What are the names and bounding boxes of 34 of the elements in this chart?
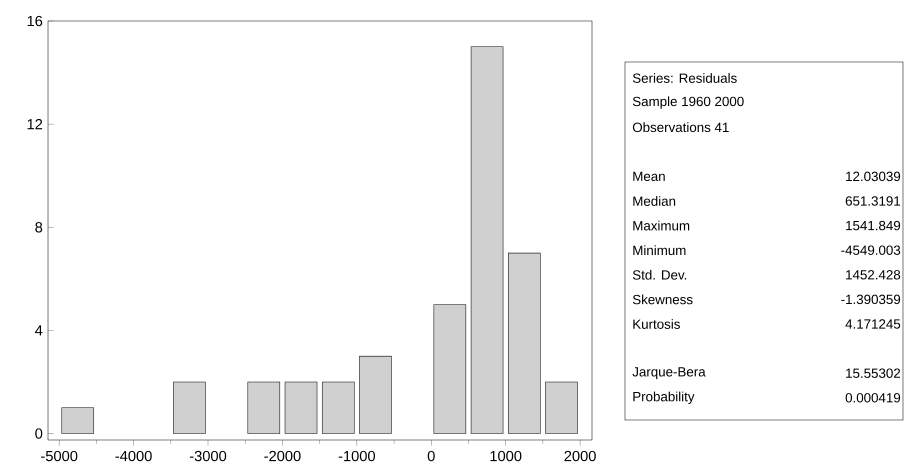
text: Std. Dev. [632, 270, 686, 280]
text: Minimum [633, 245, 686, 256]
x-tick-label: -4000 [115, 450, 152, 462]
text: 1452.428 [846, 270, 900, 280]
x-tick-label: 0 [428, 450, 435, 462]
text: Mean [633, 172, 665, 182]
text: Maximum [633, 220, 690, 230]
text: Observations 41 [632, 122, 729, 132]
x-tick-label: -2000 [264, 450, 301, 462]
x-tick-label: -3000 [190, 450, 226, 462]
y-tick-label: 8 [35, 222, 42, 232]
y-tick-label: 0 [35, 428, 42, 439]
text: Skewness [632, 294, 693, 304]
text: 651.3191 [846, 196, 900, 206]
text: 4.171245 [845, 319, 900, 329]
text: 15.55302 [846, 368, 900, 378]
text: 0.000419 [846, 393, 900, 402]
text: Probability [633, 392, 694, 404]
x-tick-label: -5000 [41, 450, 78, 462]
y-tick-label: 16 [28, 16, 42, 26]
y-tick-label: 12 [28, 119, 42, 130]
text: 12.03039 [846, 172, 900, 182]
text: -4549.003 [841, 245, 900, 255]
text: Jarque-Bera [632, 367, 706, 380]
x-tick-label: -1000 [338, 450, 376, 462]
text: -1.390359 [841, 294, 900, 304]
text: Kurtosis [633, 319, 680, 329]
x-tick-label: 1000 [490, 450, 522, 462]
x-tick-label: 2000 [564, 450, 596, 462]
text: Sample 1960 2000 [632, 96, 744, 109]
text: 1541.849 [846, 220, 900, 230]
y-tick-label: 4 [35, 325, 42, 336]
text: Median [633, 196, 676, 206]
text: Series: Residuals [632, 73, 737, 83]
